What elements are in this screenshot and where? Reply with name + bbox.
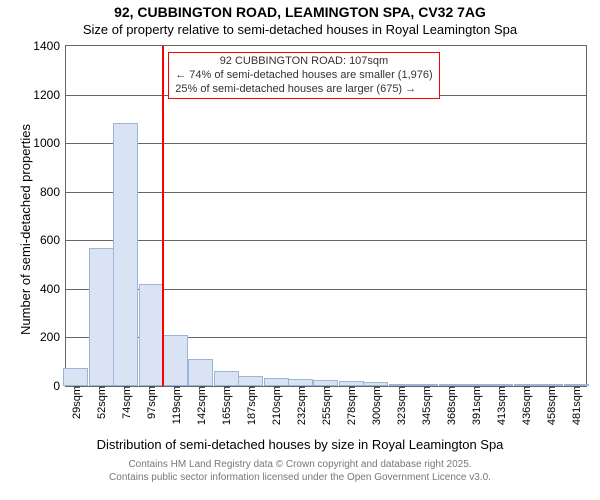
y-tick-label: 200	[40, 330, 66, 344]
y-axis-label: Number of semi-detached properties	[18, 124, 33, 335]
histogram-bar	[288, 379, 313, 386]
chart-title: 92, CUBBINGTON ROAD, LEAMINGTON SPA, CV3…	[0, 4, 600, 20]
y-tick-label: 600	[40, 233, 66, 247]
y-tick-label: 400	[40, 282, 66, 296]
reference-line	[162, 46, 164, 386]
annotation-line: 25% of semi-detached houses are larger (…	[175, 83, 432, 97]
plot-area: 020040060080010001200140029sqm52sqm74sqm…	[65, 45, 587, 387]
histogram-bar	[188, 359, 213, 386]
x-tick-label: 436sqm	[519, 386, 533, 425]
x-tick-label: 368sqm	[444, 386, 458, 425]
histogram-bar	[214, 371, 239, 386]
x-tick-label: 165sqm	[219, 386, 233, 425]
histogram-bar	[238, 376, 263, 386]
histogram-bar	[139, 284, 164, 386]
annotation-box: 92 CUBBINGTON ROAD: 107sqm← 74% of semi-…	[168, 52, 439, 99]
histogram-bar	[264, 378, 289, 387]
x-tick-label: 300sqm	[369, 386, 383, 425]
x-tick-label: 52sqm	[94, 386, 108, 419]
x-tick-label: 345sqm	[419, 386, 433, 425]
histogram-bar	[63, 368, 88, 386]
x-tick-label: 481sqm	[569, 386, 583, 425]
x-tick-label: 255sqm	[319, 386, 333, 425]
y-tick-label: 1400	[33, 39, 66, 53]
annotation-line: ← 74% of semi-detached houses are smalle…	[175, 69, 432, 83]
x-tick-label: 458sqm	[544, 386, 558, 425]
x-axis-label: Distribution of semi-detached houses by …	[0, 437, 600, 452]
x-tick-label: 391sqm	[469, 386, 483, 425]
histogram-bar	[113, 123, 138, 387]
attribution-line-1: Contains HM Land Registry data © Crown c…	[0, 459, 600, 470]
histogram-bar	[163, 335, 188, 386]
x-tick-label: 210sqm	[269, 386, 283, 425]
x-tick-label: 323sqm	[394, 386, 408, 425]
y-tick-label: 1200	[33, 88, 66, 102]
x-tick-label: 74sqm	[119, 386, 133, 419]
x-tick-label: 278sqm	[344, 386, 358, 425]
chart-subtitle: Size of property relative to semi-detach…	[0, 22, 600, 37]
x-tick-label: 29sqm	[69, 386, 83, 419]
x-tick-label: 413sqm	[494, 386, 508, 425]
x-tick-label: 142sqm	[194, 386, 208, 425]
gridline	[66, 143, 586, 144]
x-tick-label: 119sqm	[169, 386, 183, 424]
y-tick-label: 800	[40, 185, 66, 199]
annotation-line: 92 CUBBINGTON ROAD: 107sqm	[175, 55, 432, 69]
gridline	[66, 192, 586, 193]
y-tick-label: 1000	[33, 136, 66, 150]
x-tick-label: 232sqm	[294, 386, 308, 425]
x-tick-label: 97sqm	[144, 386, 158, 419]
x-tick-label: 187sqm	[244, 386, 258, 425]
gridline	[66, 240, 586, 241]
histogram-bar	[89, 248, 114, 386]
attribution-line-2: Contains public sector information licen…	[0, 472, 600, 483]
